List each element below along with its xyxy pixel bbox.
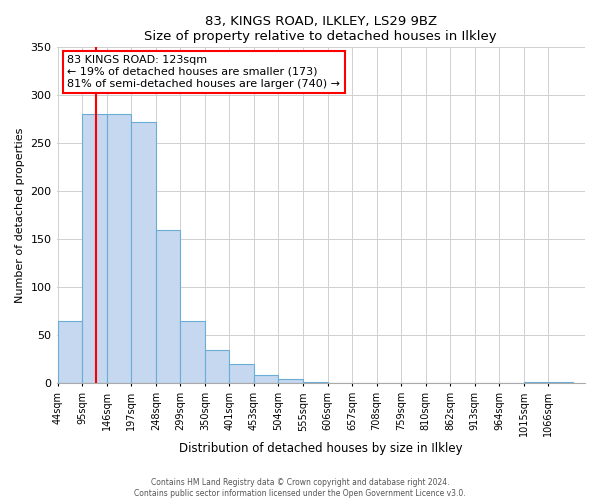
Bar bbox=[303, 382, 328, 384]
Bar bbox=[107, 114, 131, 384]
Text: Contains HM Land Registry data © Crown copyright and database right 2024.
Contai: Contains HM Land Registry data © Crown c… bbox=[134, 478, 466, 498]
Bar bbox=[82, 114, 107, 384]
Bar bbox=[58, 321, 82, 384]
Bar bbox=[229, 364, 254, 384]
X-axis label: Distribution of detached houses by size in Ilkley: Distribution of detached houses by size … bbox=[179, 442, 463, 455]
Bar bbox=[254, 375, 278, 384]
Text: 83 KINGS ROAD: 123sqm
← 19% of detached houses are smaller (173)
81% of semi-det: 83 KINGS ROAD: 123sqm ← 19% of detached … bbox=[67, 56, 340, 88]
Bar bbox=[205, 350, 229, 384]
Bar bbox=[548, 382, 573, 384]
Bar bbox=[278, 378, 303, 384]
Bar bbox=[524, 382, 548, 384]
Bar bbox=[181, 321, 205, 384]
Y-axis label: Number of detached properties: Number of detached properties bbox=[15, 128, 25, 303]
Title: 83, KINGS ROAD, ILKLEY, LS29 9BZ
Size of property relative to detached houses in: 83, KINGS ROAD, ILKLEY, LS29 9BZ Size of… bbox=[145, 15, 497, 43]
Bar bbox=[156, 230, 181, 384]
Bar bbox=[131, 122, 156, 384]
